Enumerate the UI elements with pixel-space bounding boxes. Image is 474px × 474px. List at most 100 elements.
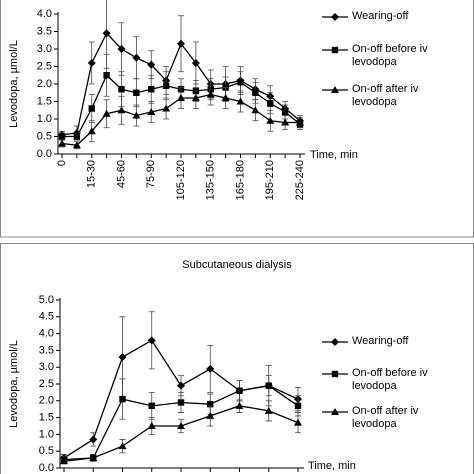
x-tick-label: 135-150 [205, 160, 217, 200]
marker [331, 370, 339, 378]
legend-label: Wearing-off [352, 335, 409, 347]
y-tick-label: 3.0 [39, 361, 54, 373]
x-axis-label: Time, min [308, 460, 356, 472]
marker [117, 45, 126, 53]
marker [207, 400, 214, 408]
marker [147, 336, 156, 345]
marker [132, 53, 141, 62]
marker [60, 457, 68, 465]
chart-title: Subcutaneous dialysis [182, 259, 292, 271]
marker [331, 46, 339, 54]
y-tick-label: 4.0 [37, 8, 52, 20]
marker [177, 94, 185, 101]
marker [118, 86, 125, 93]
marker [177, 399, 185, 406]
marker [206, 364, 215, 373]
y-axis-label: Levodopa, µmol/L [8, 40, 20, 128]
y-tick-label: 2.5 [37, 60, 52, 72]
y-tick-label: 3.5 [39, 344, 54, 356]
marker [206, 90, 215, 98]
marker [266, 116, 275, 124]
x-tick-label: 45-60 [115, 160, 127, 188]
legend-label: Wearing-off [352, 10, 409, 22]
marker [102, 109, 111, 117]
legend-label: On-off after iv levodopa [352, 405, 419, 430]
marker [191, 94, 200, 101]
marker [147, 60, 156, 69]
marker [89, 453, 98, 461]
legend-entry: On-off after iv levodopa [352, 83, 419, 108]
marker [177, 422, 185, 429]
marker [251, 106, 260, 114]
marker [177, 381, 185, 390]
marker [221, 94, 230, 101]
y-tick-label: 2.0 [37, 78, 52, 90]
marker [147, 108, 156, 115]
marker [87, 59, 96, 67]
marker [102, 29, 111, 38]
marker [162, 82, 170, 89]
y-tick-label: 0.5 [39, 445, 54, 457]
marker [58, 133, 66, 140]
marker [148, 86, 155, 93]
legend-entry: Wearing-off [352, 10, 409, 22]
marker [331, 13, 339, 21]
x-tick-label: 195-210 [264, 160, 276, 200]
marker [237, 79, 244, 86]
marker [162, 104, 171, 112]
legend-entry: On-off before iv levodopa [352, 43, 428, 68]
marker [331, 408, 339, 415]
y-tick-label: 4.0 [39, 328, 54, 340]
y-tick-label: 1.5 [37, 95, 52, 107]
y-tick-label: 1.5 [39, 412, 54, 424]
x-tick-label: 0 [56, 160, 68, 166]
x-tick-label: 75-90 [145, 160, 157, 188]
marker [267, 100, 274, 107]
y-tick-label: 5.0 [39, 294, 54, 306]
legend-entry: Wearing-off [352, 335, 409, 347]
marker [133, 89, 140, 96]
x-tick-label: 225-240 [294, 160, 306, 200]
y-tick-label: 0.0 [37, 148, 52, 160]
marker [72, 141, 81, 149]
y-tick-label: 1.0 [39, 428, 54, 440]
x-tick-label: 105-120 [175, 160, 187, 200]
marker [206, 411, 215, 419]
marker [236, 97, 245, 105]
x-axis-label: Time, min [310, 149, 358, 161]
legend-entry: On-off before iv levodopa [352, 367, 428, 392]
marker [264, 406, 273, 414]
marker [118, 442, 127, 450]
legend-label: On-off after iv levodopa [352, 83, 419, 108]
marker [281, 108, 289, 116]
legend-label: On-off before iv levodopa [352, 43, 428, 68]
marker [252, 89, 259, 96]
y-tick-label: 1.0 [37, 113, 52, 125]
marker [191, 59, 200, 67]
legend-entry: On-off after iv levodopa [352, 405, 419, 430]
x-tick-label: 165-180 [234, 160, 246, 200]
marker [235, 401, 244, 409]
marker [331, 338, 339, 346]
marker [265, 382, 272, 389]
marker [331, 86, 339, 93]
marker [281, 118, 290, 126]
y-tick-label: 3.5 [37, 25, 52, 37]
marker [294, 418, 302, 426]
marker [147, 422, 156, 429]
marker [296, 118, 304, 126]
series-line [63, 405, 299, 462]
marker [88, 105, 95, 112]
marker [236, 387, 243, 394]
x-tick-label: 15-30 [86, 160, 98, 188]
marker [103, 72, 110, 79]
marker [117, 106, 126, 114]
marker [119, 395, 126, 403]
marker [58, 139, 66, 147]
legend-label: On-off before iv levodopa [352, 367, 428, 392]
y-tick-label: 0.5 [37, 130, 52, 142]
marker [87, 127, 96, 135]
y-tick-label: 4.5 [39, 311, 54, 323]
y-tick-label: 2.0 [39, 395, 54, 407]
